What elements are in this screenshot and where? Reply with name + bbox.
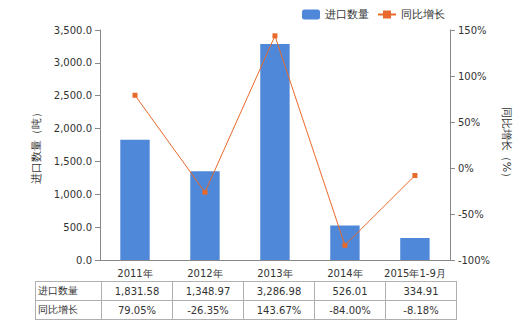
svg-text:500.0: 500.0 (63, 222, 92, 233)
html-text:-26.35%: -26.35% (187, 304, 229, 316)
svg-text:2013年: 2013年 (257, 268, 292, 279)
svg-text:150%: 150% (458, 25, 487, 36)
svg-text:-100%: -100% (458, 255, 490, 266)
svg-text:0%: 0% (458, 163, 474, 174)
svg-text:3,500.0: 3,500.0 (54, 25, 92, 36)
html-text:-8.18%: -8.18% (403, 304, 439, 316)
svg-text:2015年1-9月: 2015年1-9月 (384, 268, 446, 279)
svg-text:同比增长: 同比增长 (401, 8, 445, 21)
svg-text:进口数量: 进口数量 (325, 8, 369, 21)
svg-text:1,000.0: 1,000.0 (54, 189, 92, 200)
html-text:334.91: 334.91 (403, 285, 439, 297)
svg-text:2,500.0: 2,500.0 (54, 90, 92, 101)
svg-text:100%: 100% (458, 71, 487, 82)
svg-text:2,000.0: 2,000.0 (54, 123, 92, 134)
svg-text:-50%: -50% (458, 209, 484, 220)
svg-text:进口数量（吨）: 进口数量（吨） (30, 107, 43, 184)
html-text:1,831.58: 1,831.58 (114, 285, 160, 297)
html-text:同比增长: 同比增长 (38, 304, 78, 315)
svg-text:同比增长（%）: 同比增长（%） (500, 107, 513, 183)
svg-text:2011年: 2011年 (117, 268, 152, 279)
svg-text:1,500.0: 1,500.0 (54, 156, 92, 167)
svg-text:2012年: 2012年 (187, 268, 222, 279)
html-text:-84.00%: -84.00% (329, 304, 371, 316)
svg-text:2014年: 2014年 (327, 268, 362, 279)
html-text:1,348.97: 1,348.97 (185, 285, 231, 297)
html-text:79.05%: 79.05% (117, 304, 157, 316)
html-text:进口数量: 进口数量 (38, 285, 78, 296)
svg-text:50%: 50% (458, 117, 480, 128)
html-text:143.67%: 143.67% (256, 304, 302, 316)
svg-text:3,000.0: 3,000.0 (54, 57, 92, 68)
html-text:3,286.98: 3,286.98 (256, 285, 302, 297)
svg-text:0.0: 0.0 (76, 255, 92, 266)
html-text:526.01: 526.01 (332, 285, 368, 297)
